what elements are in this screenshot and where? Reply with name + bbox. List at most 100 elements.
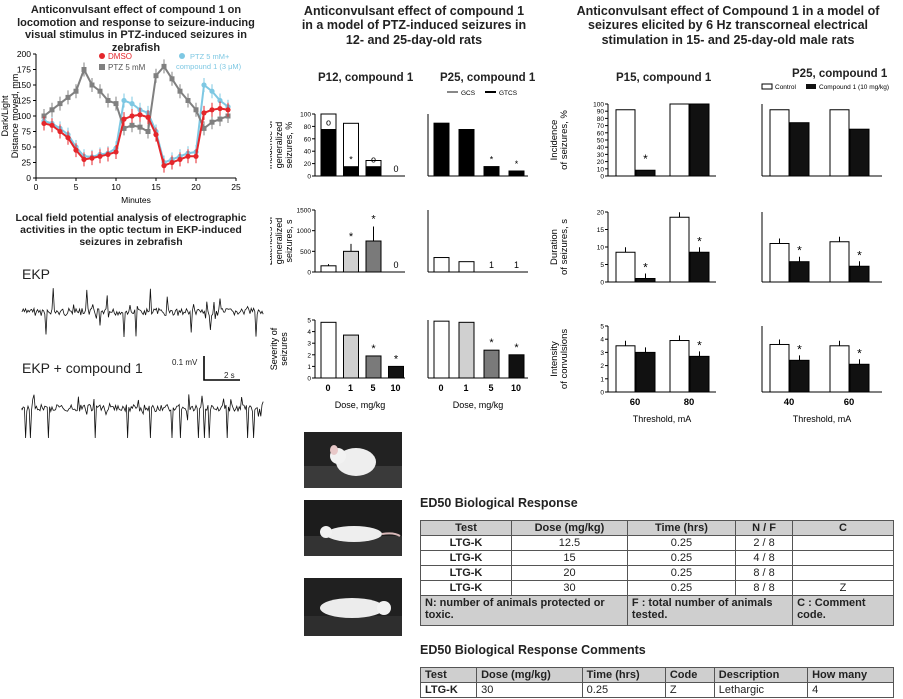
data-point bbox=[65, 94, 71, 100]
y-tick-label: 50 bbox=[22, 142, 32, 152]
col-dose: Dose (mg/kg) bbox=[511, 520, 628, 536]
col-test: Test bbox=[419, 667, 478, 683]
x-axis-label: Threshold, mA bbox=[633, 414, 692, 424]
cell: LTG-K bbox=[420, 580, 512, 596]
legend-marker bbox=[99, 64, 105, 70]
cell: 0.25 bbox=[626, 550, 737, 566]
bar bbox=[388, 365, 404, 379]
data-point bbox=[49, 107, 55, 113]
p12-panel-label: P12, compound 1 bbox=[318, 72, 414, 84]
bar-control bbox=[615, 109, 636, 177]
data-point bbox=[113, 101, 119, 107]
y-tick-label: 60 bbox=[597, 130, 605, 137]
data-point bbox=[225, 107, 231, 113]
data-point bbox=[129, 113, 135, 119]
cell: LTG-K bbox=[419, 682, 478, 698]
ekp-label: EKP bbox=[22, 266, 51, 282]
scale-bar-voltage: 0.1 mV bbox=[172, 358, 198, 367]
y-tick-label: 1 bbox=[600, 376, 604, 383]
legend-control-swatch bbox=[761, 83, 773, 90]
significance-mark: 0 bbox=[393, 260, 398, 270]
data-point bbox=[41, 120, 47, 127]
y-axis-label: Durationof seizures, s bbox=[549, 219, 570, 275]
legend-marker bbox=[99, 53, 105, 59]
bar-compound bbox=[635, 278, 656, 283]
cell: LTG-K bbox=[420, 565, 512, 581]
x-tick-label: 10 bbox=[390, 383, 400, 393]
data-point bbox=[57, 128, 63, 135]
ed50-comments-title: ED50 Biological Response Comments bbox=[420, 643, 646, 657]
x-tick-label: 5 bbox=[488, 383, 493, 393]
cell: LTG-K bbox=[420, 550, 512, 566]
data-point bbox=[137, 124, 143, 130]
data-point bbox=[201, 110, 207, 116]
bar-gtcs bbox=[508, 170, 525, 177]
col-time: Time (hrs) bbox=[581, 667, 666, 683]
series-line-2 bbox=[43, 83, 229, 164]
cell: 0.25 bbox=[626, 565, 737, 581]
y-tick-label: 10 bbox=[597, 166, 605, 173]
y-tick-label: 1500 bbox=[297, 208, 312, 215]
table-row: LTG-K 20 0.25 8 / 8 bbox=[420, 565, 894, 581]
cell: 30 bbox=[511, 580, 628, 596]
significance-mark: * bbox=[797, 342, 802, 356]
bar-compound bbox=[849, 265, 870, 283]
legend-label: PTZ 5 mM bbox=[108, 63, 146, 72]
significance-mark: * bbox=[489, 337, 494, 349]
y-axis-label: Latencies ofgeneralizedseizures, s bbox=[270, 216, 294, 265]
data-point bbox=[177, 88, 183, 94]
bar-control bbox=[669, 216, 690, 283]
significance-mark: o bbox=[371, 155, 376, 165]
y-tick-label: 40 bbox=[597, 145, 605, 152]
table-row: LTG-K 30 0.25 Z Lethargic 4 bbox=[419, 682, 894, 698]
x-tick-label: 0 bbox=[34, 182, 39, 192]
y-tick-label: 90 bbox=[597, 109, 605, 116]
bar bbox=[458, 261, 475, 273]
significance-mark: * bbox=[857, 248, 862, 262]
x-tick-label: 80 bbox=[684, 397, 695, 408]
y-tick-label: 20 bbox=[304, 161, 312, 168]
bar-compound bbox=[689, 251, 710, 283]
y-tick-label: 80 bbox=[597, 116, 605, 123]
p25-6hz-panel-label: P25, compound 1 bbox=[792, 68, 888, 80]
x-tick-label: 20 bbox=[191, 182, 201, 192]
y-tick-label: 1000 bbox=[297, 228, 312, 235]
y-tick-label: 60 bbox=[304, 136, 312, 143]
data-point bbox=[121, 125, 127, 131]
data-point bbox=[129, 122, 135, 128]
six-hz-title: Anticonvulsant effect of Compound 1 in a… bbox=[576, 4, 880, 47]
data-point bbox=[153, 73, 159, 79]
x-tick-label: 25 bbox=[231, 182, 241, 192]
bar-gtcs bbox=[320, 129, 337, 177]
bar-control bbox=[669, 340, 690, 393]
bar-control bbox=[615, 345, 636, 393]
cell: 2 / 8 bbox=[734, 535, 794, 551]
bar-gtcs bbox=[483, 166, 500, 177]
x-tick-label: 40 bbox=[784, 397, 795, 408]
y-tick-label: 2 bbox=[600, 363, 604, 370]
col-description: Description bbox=[713, 667, 809, 683]
col-time: Time (hrs) bbox=[626, 520, 737, 536]
col-nf: N / F bbox=[734, 520, 794, 536]
significance-mark: * bbox=[697, 338, 702, 352]
bar bbox=[483, 349, 500, 379]
data-point bbox=[41, 113, 47, 119]
zebrafish-line-chart: 0 25 50 75 100 125 150 175 200 0 5 10 15 20 25 Minutes D… bbox=[0, 49, 242, 205]
bar bbox=[320, 321, 337, 379]
y-tick-label: 0 bbox=[26, 173, 31, 183]
y-tick-label: 100 bbox=[17, 111, 31, 121]
y-axis-label: Dark/LightDistance moved, mm bbox=[0, 74, 20, 159]
x-tick-label: 15 bbox=[151, 182, 161, 192]
ed50-title: ED50 Biological Response bbox=[420, 496, 578, 510]
data-point bbox=[129, 101, 135, 107]
y-tick-label: 20 bbox=[597, 210, 605, 217]
data-point bbox=[217, 116, 223, 122]
y-tick-label: 1 bbox=[307, 364, 311, 371]
data-point bbox=[57, 101, 63, 107]
bar bbox=[365, 240, 382, 273]
data-point bbox=[105, 151, 111, 158]
cell: LTG-K bbox=[420, 535, 512, 551]
legend-label: compound 1 (3 μM) bbox=[176, 62, 242, 71]
y-tick-label: 125 bbox=[17, 96, 31, 106]
significance-mark: * bbox=[857, 346, 862, 360]
